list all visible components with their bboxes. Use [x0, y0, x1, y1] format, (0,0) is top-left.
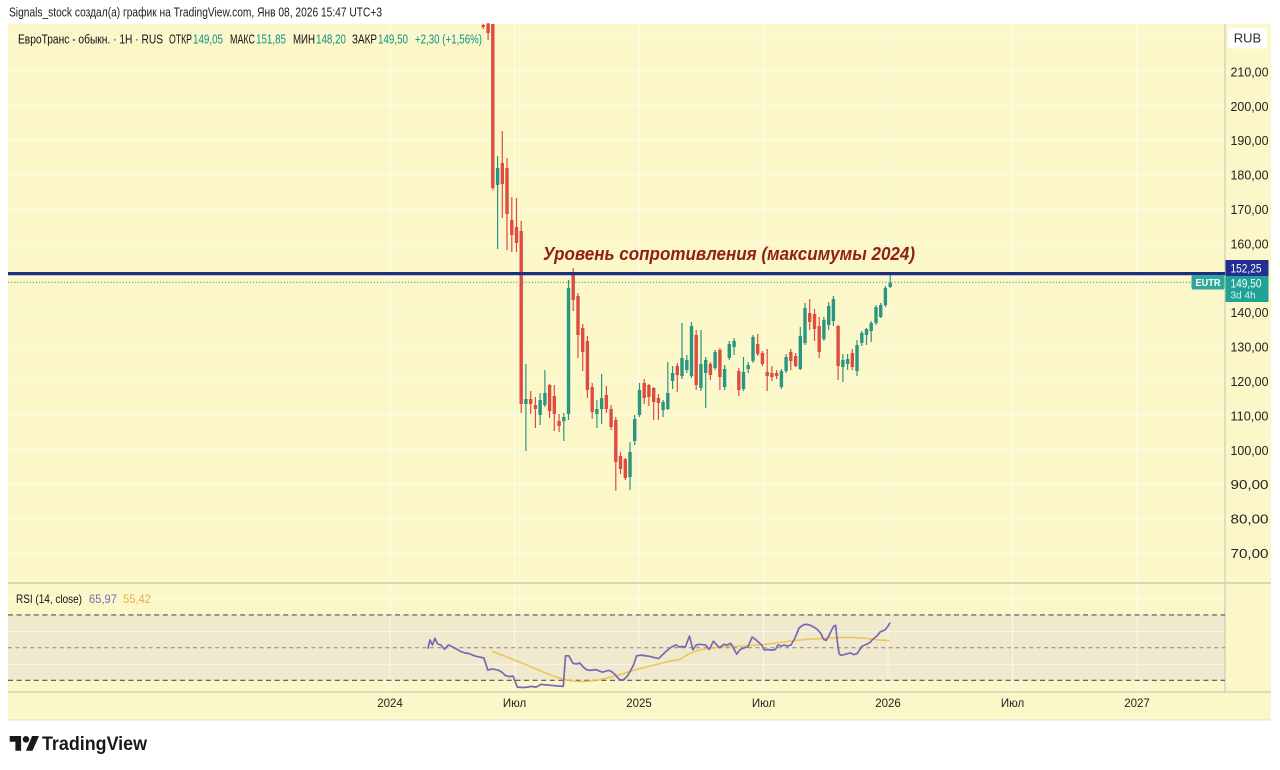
svg-text:170,00: 170,00 — [1231, 202, 1269, 217]
svg-text:2025: 2025 — [626, 698, 652, 710]
svg-text:151,85: 151,85 — [256, 32, 286, 47]
svg-text:RSI (14, close): RSI (14, close) — [16, 592, 82, 606]
svg-text:TradingView: TradingView — [42, 734, 147, 755]
svg-text:3d 4h: 3d 4h — [1231, 291, 1256, 302]
svg-text:65,97: 65,97 — [89, 592, 117, 606]
svg-text:+2,30 (+1,56%): +2,30 (+1,56%) — [415, 32, 482, 47]
svg-text:2026: 2026 — [875, 698, 901, 710]
svg-text:Июл: Июл — [752, 698, 775, 710]
svg-text:Июл: Июл — [1001, 698, 1024, 710]
svg-text:180,00: 180,00 — [1231, 168, 1269, 183]
svg-text:120,00: 120,00 — [1231, 374, 1269, 389]
svg-text:190,00: 190,00 — [1231, 133, 1269, 148]
svg-text:ОТКР: ОТКР — [169, 32, 192, 47]
svg-text:148,20: 148,20 — [316, 32, 346, 47]
svg-text:90,00: 90,00 — [1231, 477, 1269, 492]
svg-text:110,00: 110,00 — [1231, 408, 1269, 423]
svg-text:80,00: 80,00 — [1231, 512, 1269, 527]
svg-text:149,05: 149,05 — [193, 32, 223, 47]
svg-text:ЗАКР: ЗАКР — [352, 32, 377, 47]
svg-text:160,00: 160,00 — [1231, 236, 1269, 251]
svg-text:EUTR: EUTR — [1196, 277, 1221, 289]
svg-text:130,00: 130,00 — [1231, 340, 1269, 355]
svg-text:ЕвроТранс - обыкн. · 1Н · RUS: ЕвроТранс - обыкн. · 1Н · RUS — [18, 32, 163, 47]
svg-text:2024: 2024 — [377, 698, 403, 710]
svg-text:149,50: 149,50 — [378, 32, 408, 47]
svg-text:149,50: 149,50 — [1231, 277, 1262, 291]
svg-text:Signals_stock создал(а) график: Signals_stock создал(а) график на Tradin… — [9, 6, 382, 20]
svg-text:55,42: 55,42 — [123, 592, 151, 606]
svg-text:210,00: 210,00 — [1231, 64, 1269, 79]
svg-text:Уровень сопротивления (максиму: Уровень сопротивления (максимумы 2024) — [543, 243, 915, 264]
svg-text:МАКС: МАКС — [230, 32, 255, 47]
svg-text:200,00: 200,00 — [1231, 99, 1269, 114]
svg-text:2027: 2027 — [1124, 698, 1150, 710]
svg-text:152,25: 152,25 — [1231, 262, 1262, 276]
svg-text:140,00: 140,00 — [1231, 305, 1269, 320]
svg-text:Июл: Июл — [503, 698, 526, 710]
svg-text:100,00: 100,00 — [1231, 443, 1269, 458]
svg-text:МИН: МИН — [293, 32, 315, 47]
svg-text:70,00: 70,00 — [1231, 546, 1269, 561]
svg-text:RUB: RUB — [1234, 30, 1261, 45]
